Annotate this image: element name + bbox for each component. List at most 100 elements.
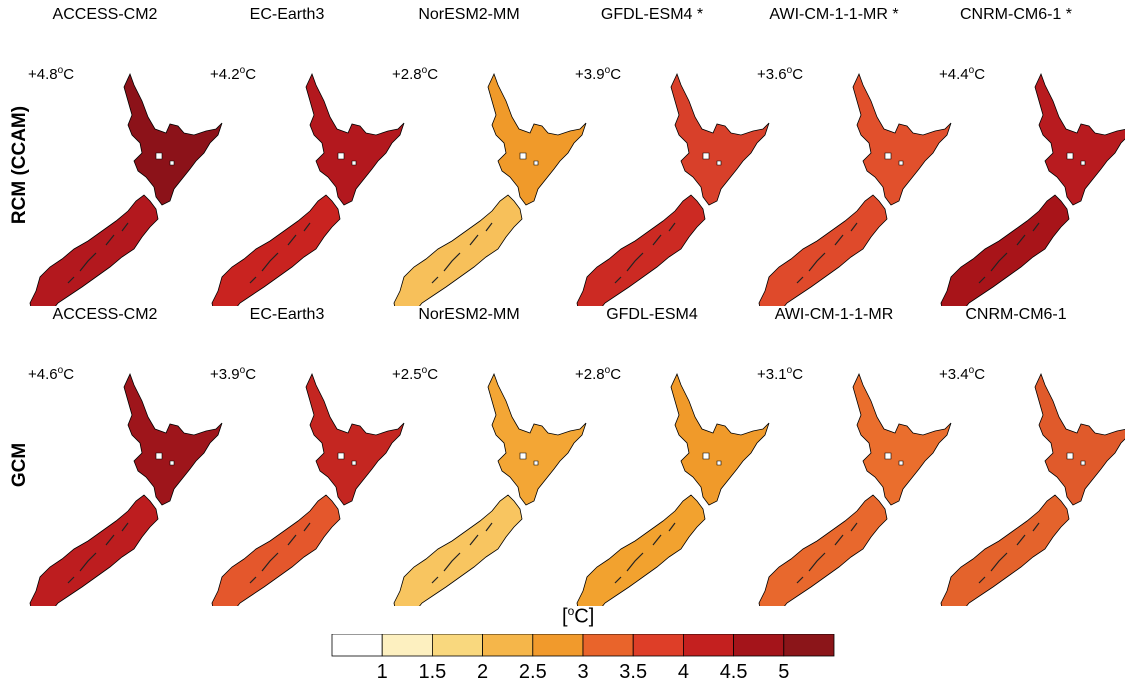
terrain-line	[1016, 534, 1026, 546]
lake	[898, 460, 904, 466]
colorbar-segment	[632, 634, 684, 657]
nz-map	[393, 372, 587, 606]
south-island	[940, 494, 1070, 606]
nz-map	[576, 372, 770, 606]
terrain-line	[469, 234, 479, 246]
lake	[716, 460, 722, 466]
map-panel: CNRM-CM6-1 +3.4oC	[925, 306, 1125, 606]
terrain-line	[808, 552, 826, 572]
south-island	[393, 494, 523, 606]
warming-value: +3.9oC	[210, 365, 257, 383]
north-island	[1034, 372, 1125, 506]
colorbar-segment	[482, 634, 534, 657]
terrain-line	[249, 576, 257, 584]
lake	[1080, 160, 1086, 166]
lake	[169, 160, 175, 166]
terrain-line	[431, 276, 439, 284]
terrain-line	[1016, 234, 1026, 246]
terrain-line	[668, 522, 676, 532]
lake	[1066, 452, 1074, 460]
colorbar-tick-label: 4.5	[719, 661, 748, 683]
terrain-line	[626, 552, 644, 572]
terrain-line	[485, 522, 493, 532]
panel-title: NorESM2-MM	[418, 306, 520, 323]
colorbar-tick-label: 4	[677, 661, 689, 683]
nz-map	[393, 72, 587, 306]
lake	[337, 452, 345, 460]
nz-map	[758, 372, 952, 606]
terrain-line	[1032, 222, 1040, 232]
lake	[169, 460, 175, 466]
lake	[1080, 460, 1086, 466]
map-panel: GFDL-ESM4 +2.8oC	[561, 306, 770, 606]
panel-title: GFDL-ESM4	[606, 306, 698, 323]
terrain-line	[652, 234, 662, 246]
lake	[716, 160, 722, 166]
south-island	[393, 194, 523, 306]
colorbar-segment	[331, 634, 383, 657]
terrain-line	[249, 276, 257, 284]
terrain-line	[808, 252, 826, 272]
nz-map	[211, 372, 405, 606]
colorbar-tick-label: 2.5	[518, 661, 547, 683]
terrain-line	[261, 552, 279, 572]
north-island	[487, 372, 587, 506]
terrain-line	[614, 576, 622, 584]
colorbar-segment	[783, 634, 835, 657]
map-panel: EC-Earth3 +3.9oC	[196, 306, 405, 606]
panel-title: CNRM-CM6-1 *	[960, 6, 1072, 23]
terrain-line	[303, 522, 311, 532]
nz-map	[758, 72, 952, 306]
map-panel: GFDL-ESM4 * +3.9oC	[561, 6, 770, 306]
lake	[351, 460, 357, 466]
panel-title: EC-Earth3	[249, 306, 325, 323]
warming-value: +3.6oC	[757, 65, 804, 83]
warming-value: +4.4oC	[939, 65, 986, 83]
terrain-line	[796, 576, 804, 584]
terrain-line	[121, 222, 129, 232]
panel-title: AWI-CM-1-1-MR	[774, 306, 894, 323]
colorbar-segment	[683, 634, 735, 657]
warming-value: +3.1oC	[757, 365, 804, 383]
map-panel: ACCESS-CM2 +4.8oC	[14, 6, 223, 306]
terrain-line	[834, 234, 844, 246]
panel-title: AWI-CM-1-1-MR *	[769, 6, 899, 23]
terrain-line	[850, 522, 858, 532]
panel-title: ACCESS-CM2	[52, 6, 158, 23]
colorbar-segment	[381, 634, 433, 657]
terrain-line	[469, 534, 479, 546]
terrain-line	[990, 252, 1008, 272]
south-island	[758, 494, 888, 606]
nz-map	[576, 72, 770, 306]
lake	[351, 160, 357, 166]
colorbar-segment	[733, 634, 785, 657]
terrain-line	[67, 276, 75, 284]
colorbar-segment	[532, 634, 584, 657]
colorbar	[331, 634, 835, 657]
colorbar-title: [oC]	[562, 604, 595, 628]
warming-value: +2.8oC	[392, 65, 439, 83]
nz-map	[29, 372, 223, 606]
lake	[337, 152, 345, 160]
map-panel: AWI-CM-1-1-MR * +3.6oC	[743, 6, 952, 306]
map-panel: EC-Earth3 +4.2oC	[196, 6, 405, 306]
north-island	[305, 72, 405, 206]
terrain-line	[105, 234, 115, 246]
nz-map	[29, 72, 223, 306]
terrain-line	[978, 276, 986, 284]
south-island	[211, 194, 341, 306]
terrain-line	[287, 534, 297, 546]
nz-map	[211, 72, 405, 306]
colorbar-ticks: 1 1.5 2 2.5 3 3.5 4 4.5 5	[0, 661, 1125, 687]
map-panel: CNRM-CM6-1 * +4.4oC	[925, 6, 1125, 306]
north-island	[123, 72, 223, 206]
panel-title: GFDL-ESM4 *	[600, 6, 704, 23]
lake	[519, 452, 527, 460]
warming-value: +4.2oC	[210, 65, 257, 83]
colorbar-tick-label: 1.5	[418, 661, 447, 683]
warming-value: +3.4oC	[939, 365, 986, 383]
lake	[884, 152, 892, 160]
north-island	[305, 372, 405, 506]
south-island	[29, 494, 159, 606]
terrain-line	[652, 534, 662, 546]
